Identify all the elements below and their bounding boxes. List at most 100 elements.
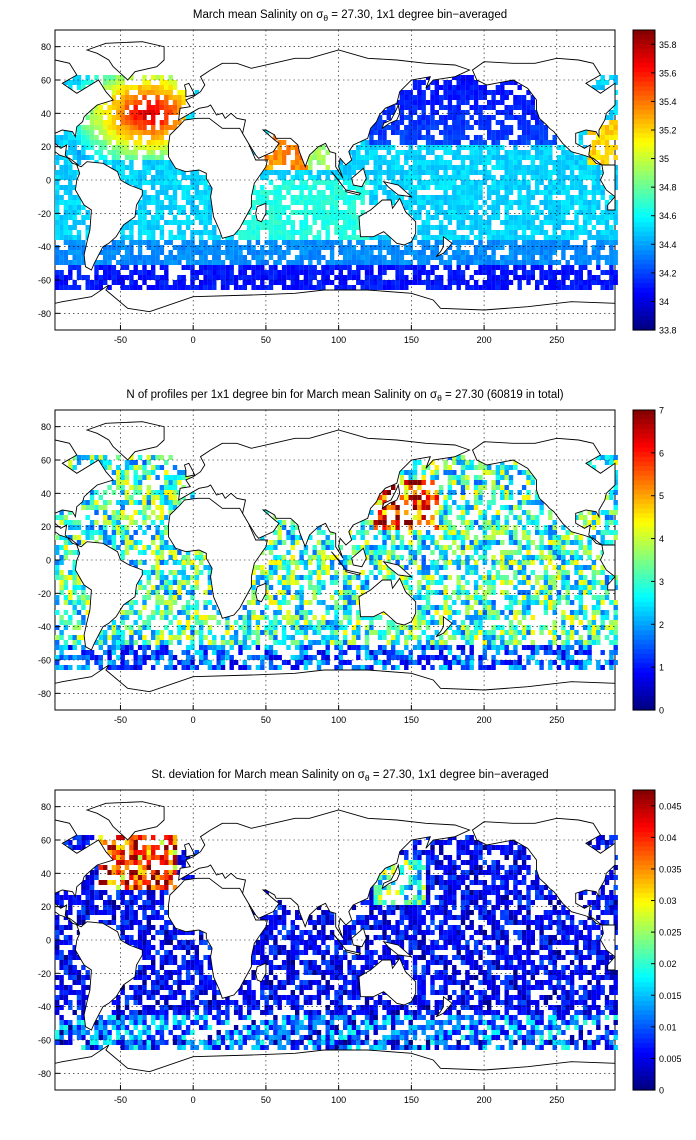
data-cell	[164, 275, 169, 280]
data-cell	[552, 185, 557, 190]
data-cell	[530, 600, 535, 605]
data-cell	[185, 200, 191, 205]
data-cell	[159, 230, 165, 235]
data-cell	[417, 120, 422, 125]
data-cell	[124, 265, 130, 270]
data-cell	[247, 620, 252, 625]
data-cell	[203, 600, 208, 605]
data-cell	[587, 635, 592, 640]
data-cell	[596, 140, 601, 145]
data-cell	[587, 215, 592, 220]
data-cell	[491, 270, 496, 275]
data-cell	[430, 235, 435, 240]
data-cell	[325, 220, 330, 225]
data-cell	[430, 200, 435, 205]
data-cell	[242, 275, 247, 280]
data-cell	[347, 660, 352, 665]
data-cell	[613, 240, 618, 245]
colorbar-tick-label: 35.2	[659, 126, 677, 136]
data-cell	[482, 155, 487, 160]
data-cell	[439, 590, 444, 595]
data-cell	[299, 220, 304, 225]
data-cell	[434, 285, 439, 290]
data-cell	[543, 150, 549, 155]
data-cell	[439, 100, 444, 105]
data-cell	[338, 590, 343, 595]
data-cell	[295, 230, 300, 235]
data-cell	[98, 150, 103, 155]
data-cell	[168, 195, 173, 200]
data-cell	[203, 650, 208, 655]
colorbar-segment	[633, 208, 655, 214]
data-cell	[338, 595, 343, 600]
data-cell	[535, 120, 540, 125]
data-cell	[482, 255, 487, 260]
data-cell	[517, 105, 522, 110]
data-cell	[408, 185, 413, 190]
data-cell	[452, 270, 457, 275]
data-cell	[247, 655, 252, 660]
data-cell	[604, 660, 610, 665]
data-cell	[504, 640, 509, 645]
data-cell	[172, 180, 178, 185]
colorbar-segment	[633, 119, 655, 125]
data-cell	[500, 255, 505, 260]
data-cell	[443, 230, 448, 235]
data-cell	[583, 220, 588, 225]
data-cell	[190, 250, 195, 255]
data-cell	[539, 600, 544, 605]
data-cell	[295, 150, 300, 155]
data-cell	[321, 245, 326, 250]
data-cell	[264, 595, 269, 600]
data-cell	[561, 265, 566, 270]
colorbar-segment	[633, 194, 655, 200]
data-cell	[425, 100, 431, 105]
data-cell	[133, 260, 138, 265]
data-cell	[539, 550, 544, 555]
data-cell	[59, 575, 64, 580]
data-cell	[264, 220, 269, 225]
data-cell	[133, 280, 138, 285]
data-cell	[281, 280, 287, 285]
data-cell	[260, 280, 265, 285]
data-cell	[277, 280, 282, 285]
data-cell	[382, 260, 387, 265]
data-cell	[63, 200, 69, 205]
data-cell	[334, 205, 339, 210]
data-cell	[456, 110, 461, 115]
data-cell	[251, 150, 256, 155]
data-cell	[264, 605, 269, 610]
data-cell	[469, 595, 474, 600]
data-cell	[59, 260, 64, 265]
data-cell	[526, 575, 531, 580]
data-cell	[203, 660, 208, 665]
data-cell	[391, 620, 396, 625]
data-cell	[329, 625, 335, 630]
data-cell	[447, 210, 453, 215]
data-cell	[539, 125, 544, 130]
data-cell	[508, 620, 514, 625]
data-cell	[425, 115, 431, 120]
data-cell	[604, 230, 610, 235]
data-cell	[473, 105, 479, 110]
data-cell	[142, 120, 147, 125]
data-cell	[146, 210, 151, 215]
data-cell	[216, 645, 221, 650]
data-cell	[76, 200, 82, 205]
data-cell	[469, 615, 474, 620]
data-cell	[338, 280, 343, 285]
data-cell	[443, 560, 448, 565]
data-cell	[94, 265, 99, 270]
data-cell	[452, 235, 457, 240]
data-cell	[103, 275, 108, 280]
data-cell	[142, 605, 147, 610]
data-cell	[251, 200, 256, 205]
data-cell	[68, 265, 73, 270]
data-cell	[521, 180, 527, 185]
data-cell	[229, 280, 234, 285]
data-cell	[233, 250, 239, 255]
data-cell	[290, 640, 295, 645]
data-cell	[613, 580, 618, 585]
data-cell	[482, 120, 487, 125]
data-cell	[495, 120, 501, 125]
